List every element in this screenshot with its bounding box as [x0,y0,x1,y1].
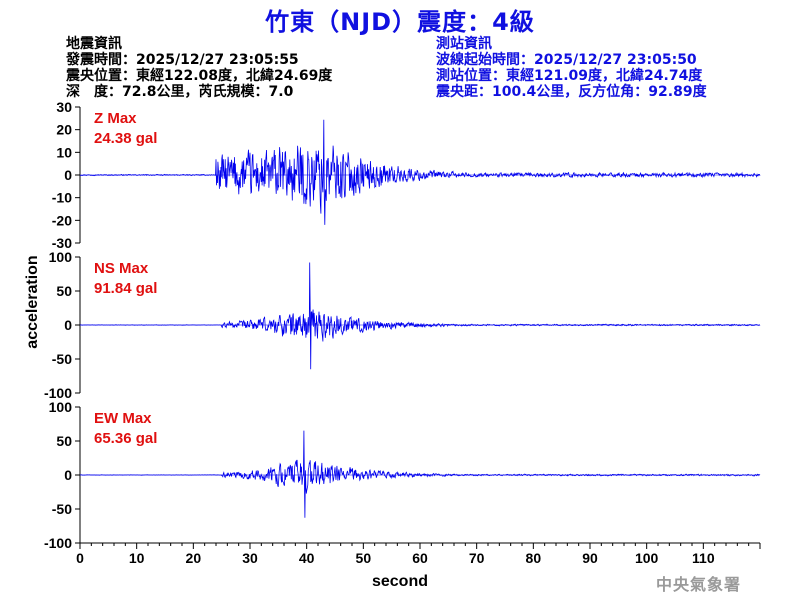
x-tick-label: 20 [186,550,202,566]
trace-ew [79,430,761,518]
x-tick-label: 90 [582,550,598,566]
y-tick-label-z: 0 [64,167,72,183]
x-tick-label: 0 [76,550,84,566]
y-tick-label-z: 10 [56,144,72,160]
x-tick-label: 30 [242,550,258,566]
x-tick-label: 60 [412,550,428,566]
x-tick-label: 10 [129,550,145,566]
y-tick-label-ew: 0 [64,467,72,483]
y-tick-label-z: -10 [52,190,72,206]
y-tick-label-ew: -100 [44,535,72,551]
y-tick-label-ns: 0 [64,317,72,333]
x-tick-label: 40 [299,550,315,566]
max-label-ew: EW Max [94,410,152,427]
max-value-ew: 65.36 gal [94,430,157,447]
trace-z [79,119,761,225]
max-label-z: Z Max [94,110,137,127]
epicentral-distance: 震央距：100.4公里，反方位角：92.89度 [436,84,707,100]
station-info-block: 測站資訊 波線起始時間：2025/12/27 23:05:50 測站位置：東經1… [436,36,707,100]
y-tick-label-z: 30 [56,99,72,115]
station-location: 測站位置：東經121.09度，北緯24.74度 [436,68,703,84]
max-value-z: 24.38 gal [94,130,157,147]
y-tick-label-ew: 50 [56,433,72,449]
x-tick-label: 50 [356,550,372,566]
x-tick-label: 70 [469,550,485,566]
y-tick-label-ns: 100 [49,249,73,265]
y-tick-label-ew: -50 [52,501,72,517]
time-axis: 0 10 20 30 40 50 60 70 80 90 100 110 [76,542,761,566]
y-tick-label-z: -30 [52,235,72,251]
y-tick-label-ew: 100 [49,399,73,415]
x-tick-label: 80 [526,550,542,566]
max-value-ns: 91.84 gal [94,280,157,297]
station-info-heading: 測站資訊 [436,36,492,52]
y-tick-label-z: -20 [52,212,72,228]
y-tick-label-ns: -50 [52,351,72,367]
max-label-ns: NS Max [94,260,149,277]
x-tick-label: 100 [635,550,659,566]
depth-magnitude: 深 度：72.8公里，芮氏規模：7.0 [66,84,294,100]
x-tick-label: 110 [692,550,715,566]
earthquake-info-heading: 地震資訊 [66,36,122,52]
station-intensity-title: 竹東（NJD）震度：4級 [265,8,535,36]
earthquake-info-block: 地震資訊 發震時間：2025/12/27 23:05:55 震央位置：東經122… [66,36,332,100]
epicenter-location: 震央位置：東經122.08度，北緯24.69度 [66,68,333,84]
y-tick-label-z: 20 [56,122,72,138]
waveform-start-time: 波線起始時間：2025/12/27 23:05:50 [436,52,697,68]
y-axis-title: acceleration [24,255,41,348]
x-axis-title: second [372,573,428,590]
agency-watermark: 中央氣象署 [656,575,742,594]
trace-ns [79,262,761,370]
y-tick-label-ns: 50 [56,283,72,299]
origin-time: 發震時間：2025/12/27 23:05:55 [66,52,299,68]
y-tick-label-ns: -100 [44,385,72,401]
